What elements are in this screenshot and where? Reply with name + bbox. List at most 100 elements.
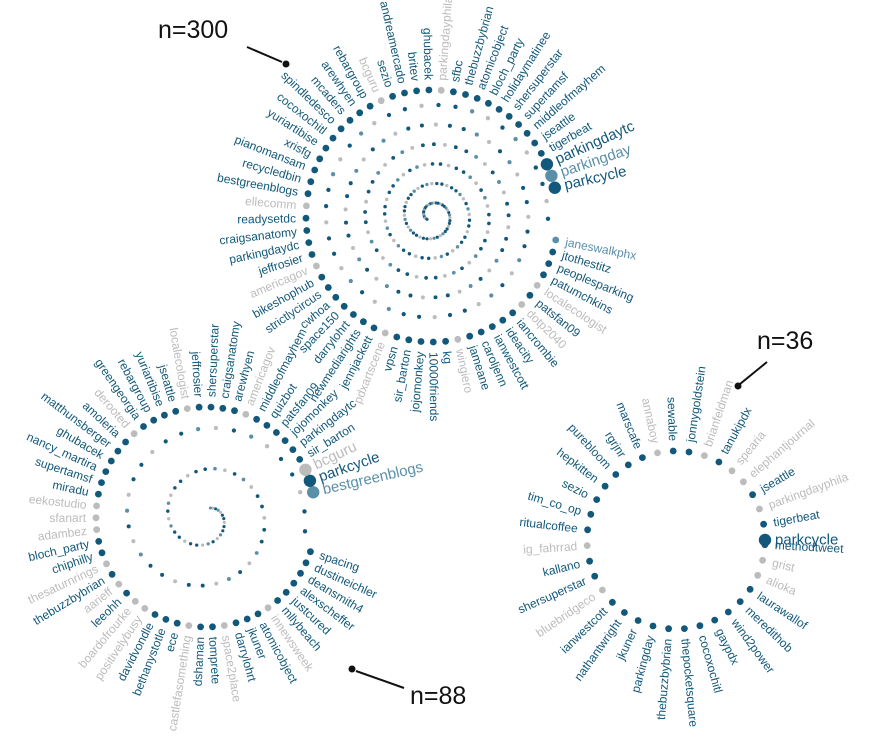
ring-dot xyxy=(749,491,756,499)
ring-dot xyxy=(740,478,747,486)
handle-label: ghubacek xyxy=(420,28,435,81)
spiral-dot xyxy=(446,163,451,168)
ring-dot xyxy=(253,415,260,423)
spiral-dot xyxy=(485,116,491,121)
ring-dot xyxy=(724,608,732,616)
spiral-dot xyxy=(173,579,178,584)
ring-dot xyxy=(231,407,238,415)
spiral-dot xyxy=(262,516,267,520)
spiral-dot xyxy=(179,431,184,436)
ring-dot xyxy=(761,541,769,549)
spiral-dot xyxy=(522,244,527,249)
spiral-dot xyxy=(249,434,254,439)
ring-dot xyxy=(621,609,628,616)
ring-dot xyxy=(477,328,485,336)
spiral-dot xyxy=(483,195,487,200)
handle-label: grist xyxy=(771,556,797,575)
spiral-dot xyxy=(139,462,144,467)
spiral-dot xyxy=(348,181,353,186)
spiral-dot xyxy=(215,536,219,541)
spiral-dot xyxy=(487,212,491,217)
spiral-dot xyxy=(401,172,406,177)
spiral-dot xyxy=(445,293,450,298)
ring-dot xyxy=(413,87,420,95)
spiral-dot xyxy=(445,227,449,231)
ring-dot xyxy=(305,239,313,247)
spiral-dot xyxy=(526,214,531,219)
spiral-dot xyxy=(425,182,429,187)
spiral-dot xyxy=(163,439,168,444)
spiral-dot xyxy=(517,258,522,263)
spiral-dot xyxy=(462,308,467,313)
spiral-dot xyxy=(370,180,375,184)
ring-dot xyxy=(591,572,599,580)
spiral-dot xyxy=(255,494,260,498)
ring-dot xyxy=(356,109,364,117)
spiral-dot xyxy=(474,181,478,186)
spiral-dot xyxy=(448,216,452,220)
ring-dot xyxy=(701,452,708,459)
spiral-dot xyxy=(173,486,177,490)
ring-dot xyxy=(282,588,290,596)
spiral-dot xyxy=(384,197,389,202)
spiral-dot xyxy=(420,184,424,188)
spiral-dot xyxy=(200,583,205,588)
spiral-dot xyxy=(372,121,377,126)
handle-label: sfbc xyxy=(448,59,466,83)
ring-dot xyxy=(488,323,496,330)
ring-dot xyxy=(760,520,767,528)
ring-dot xyxy=(313,262,320,270)
spiral-dot xyxy=(365,267,370,272)
ring-dot xyxy=(151,611,159,618)
spiral-dot xyxy=(441,232,445,236)
spiral-dot xyxy=(363,220,368,225)
ring-dot xyxy=(98,479,105,486)
ring-dot xyxy=(401,89,408,97)
spiral-dot xyxy=(402,209,407,213)
spiral-dot xyxy=(166,517,171,521)
spiral-dot xyxy=(391,155,396,160)
ring-dot xyxy=(115,580,123,588)
spiral-dot xyxy=(438,162,443,166)
spiral-dot xyxy=(451,270,456,275)
spiral-dot xyxy=(464,149,469,154)
spiral-dot xyxy=(323,203,329,209)
spiral-dot xyxy=(408,228,413,232)
ring-dot xyxy=(540,158,554,171)
spiral-dot xyxy=(247,561,252,566)
spiral-dot xyxy=(216,508,220,512)
handle-label: sfanart xyxy=(49,511,86,525)
cluster-300-dots xyxy=(302,86,561,346)
spiral-dot xyxy=(433,295,438,300)
ring-dot xyxy=(337,125,345,133)
spiral-dot xyxy=(436,102,441,108)
spiral-dot xyxy=(166,509,170,513)
handle-label: dshaman xyxy=(191,637,207,687)
handle-label: tigerbeat xyxy=(772,507,821,529)
spiral-dot xyxy=(420,256,424,260)
spiral-dot xyxy=(330,172,336,177)
handle-label: thebuzzbybrian xyxy=(654,638,675,720)
spiral-dot xyxy=(361,157,366,162)
handle-label: tomprete xyxy=(206,636,223,684)
spiral-dot xyxy=(525,229,530,234)
spiral-dot xyxy=(374,276,379,281)
spiral-dot xyxy=(357,257,362,262)
ring-dot xyxy=(303,202,310,210)
spiral-dot xyxy=(439,254,444,259)
spiral-dot xyxy=(515,172,520,177)
spiral-dot xyxy=(386,112,392,118)
ring-dot xyxy=(736,598,744,605)
callout-dot-n36 xyxy=(734,382,742,390)
callout-dot-n300 xyxy=(282,60,290,68)
ring-dot xyxy=(243,615,251,623)
spiral-dot xyxy=(461,170,466,174)
spiral-dot xyxy=(351,246,355,250)
ring-dot xyxy=(462,91,469,98)
ring-dot xyxy=(696,622,704,630)
ring-dot xyxy=(758,533,772,547)
spiral-dot xyxy=(370,147,375,152)
spiral-dot xyxy=(504,236,509,241)
ring-dot xyxy=(161,411,168,419)
spiral-dot xyxy=(406,225,410,229)
